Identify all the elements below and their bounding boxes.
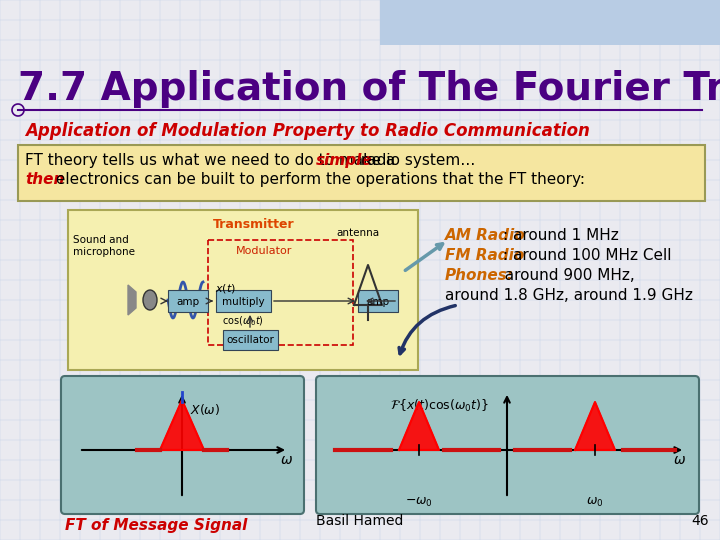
Text: then: then [25, 172, 64, 187]
Text: Basil Hamed: Basil Hamed [316, 514, 404, 528]
FancyBboxPatch shape [316, 376, 699, 514]
Text: 7.7 Application of The Fourier Transform: 7.7 Application of The Fourier Transform [18, 70, 720, 108]
Text: around 900 MHz,: around 900 MHz, [495, 268, 635, 283]
Polygon shape [575, 402, 615, 450]
Ellipse shape [143, 290, 157, 310]
Bar [18, 145, 705, 201]
Text: amp: amp [176, 297, 199, 307]
Bar [223, 330, 278, 350]
Text: AM Radio: AM Radio [445, 228, 526, 243]
Text: FT of Message Signal: FT of Message Signal [65, 518, 248, 533]
Text: $\cos(\omega_0 t)$: $\cos(\omega_0 t)$ [222, 314, 264, 328]
Text: $x(t)$: $x(t)$ [215, 282, 236, 295]
Text: $\mathcal{F}\{x(t)\cos(\omega_0 t)\}$: $\mathcal{F}\{x(t)\cos(\omega_0 t)\}$ [390, 398, 489, 414]
Polygon shape [128, 285, 136, 315]
Bar [68, 210, 418, 370]
Text: FM Radio: FM Radio [445, 248, 524, 263]
Text: radio system…: radio system… [356, 153, 476, 168]
Bar [168, 290, 208, 312]
Text: electronics can be built to perform the operations that the FT theory:: electronics can be built to perform the … [51, 172, 585, 187]
Text: oscillator: oscillator [226, 335, 274, 345]
Bar [358, 290, 398, 312]
Text: $-\omega_0$: $-\omega_0$ [405, 496, 433, 509]
Bar [380, 0, 720, 45]
Text: $X(\omega)$: $X(\omega)$ [190, 402, 220, 417]
Bar [216, 290, 271, 312]
Text: 46: 46 [691, 514, 708, 528]
Text: amp: amp [366, 297, 390, 307]
Text: $\omega$: $\omega$ [280, 453, 293, 467]
Text: : around 100 MHz Cell: : around 100 MHz Cell [503, 248, 671, 263]
Bar [208, 240, 353, 345]
Text: Transmitter: Transmitter [213, 218, 294, 231]
Polygon shape [399, 402, 439, 450]
Text: $\omega_0$: $\omega_0$ [586, 496, 604, 509]
Text: Modulator: Modulator [236, 246, 292, 256]
Text: antenna: antenna [336, 228, 379, 238]
Text: FT theory tells us what we need to do to make a: FT theory tells us what we need to do to… [25, 153, 400, 168]
Polygon shape [160, 400, 204, 450]
Text: $\omega$: $\omega$ [673, 453, 686, 467]
Text: : around 1 MHz: : around 1 MHz [503, 228, 618, 243]
Text: simple: simple [315, 153, 372, 168]
Text: around 1.8 GHz, around 1.9 GHz: around 1.8 GHz, around 1.9 GHz [445, 288, 693, 303]
Text: Phones:: Phones: [445, 268, 514, 283]
Text: multiply: multiply [222, 297, 264, 307]
FancyBboxPatch shape [61, 376, 304, 514]
Text: Sound and
microphone: Sound and microphone [73, 235, 135, 256]
Text: Application of Modulation Property to Radio Communication: Application of Modulation Property to Ra… [25, 122, 590, 140]
